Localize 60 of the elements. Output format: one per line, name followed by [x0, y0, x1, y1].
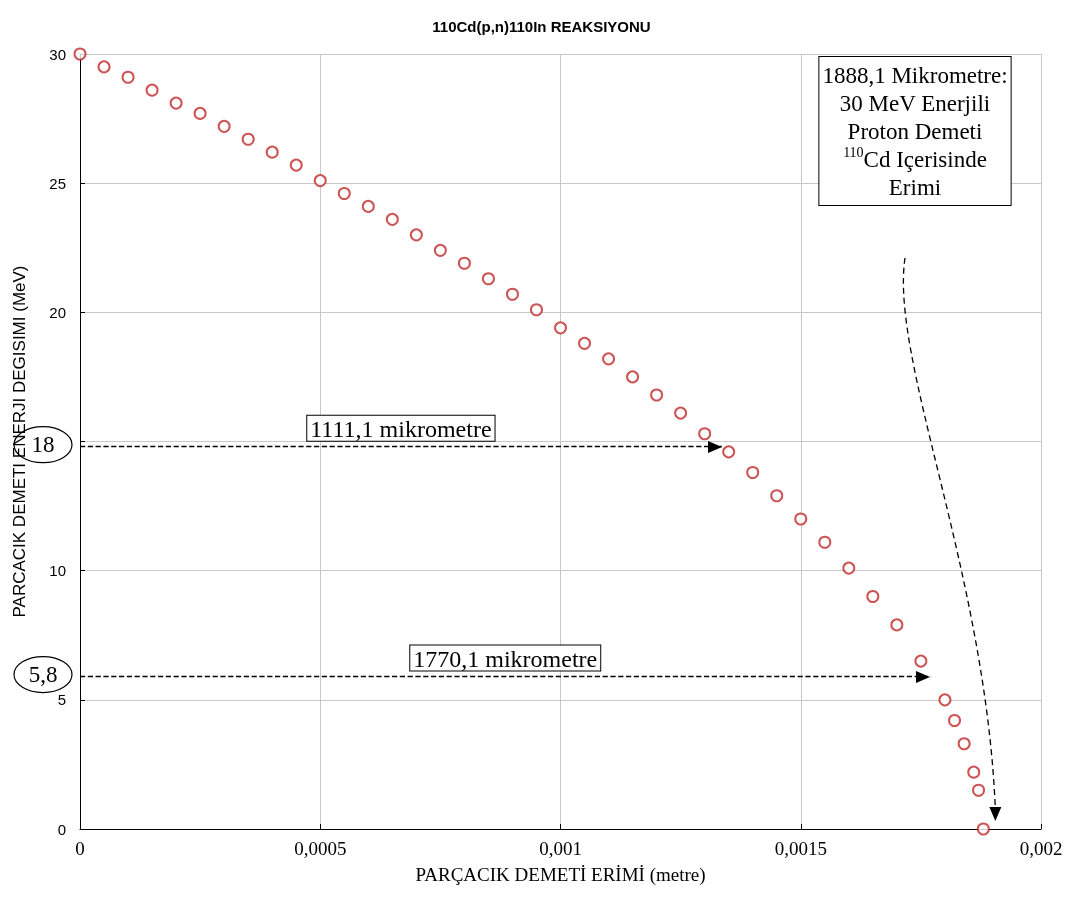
y-tick-label: 10	[49, 562, 66, 580]
point	[626, 370, 640, 384]
point	[217, 119, 231, 133]
point	[529, 303, 543, 317]
y-tick-label: 25	[49, 174, 66, 192]
point	[948, 714, 962, 727]
point	[265, 145, 279, 159]
point	[722, 445, 736, 459]
point	[914, 654, 928, 668]
point	[409, 228, 423, 242]
y-tick-label: 30	[49, 45, 66, 63]
x-tick-label: 0,0015	[774, 838, 827, 859]
text: 18	[31, 432, 55, 458]
point	[313, 174, 327, 188]
point	[121, 70, 135, 84]
point	[818, 535, 832, 549]
x-tick-label: 0	[75, 838, 85, 859]
ref-line-label: 1770,1 mikrometre	[413, 645, 598, 672]
x-tick-label: 0,002	[1019, 838, 1063, 859]
point	[241, 132, 255, 146]
point	[193, 106, 207, 120]
point	[361, 199, 375, 213]
point	[967, 765, 981, 779]
point	[674, 406, 688, 420]
x-tick-label: 0,0005	[294, 838, 347, 859]
text: 5,8	[28, 662, 58, 688]
y-tick-label: 20	[49, 303, 66, 321]
y-tick-label: 5	[57, 691, 66, 709]
point	[337, 187, 351, 200]
point	[602, 352, 616, 366]
point	[746, 466, 760, 479]
point	[890, 618, 904, 632]
point	[650, 388, 664, 402]
point	[698, 427, 712, 441]
point	[972, 783, 986, 797]
chart-title: 110Cd(p,n)110In REAKSIYONU	[432, 18, 651, 35]
point	[976, 822, 990, 836]
point	[578, 336, 592, 350]
point	[794, 512, 808, 526]
point	[554, 321, 567, 335]
point	[169, 96, 183, 110]
point	[457, 256, 471, 270]
point	[481, 272, 495, 286]
x-tick-label: 0,001	[539, 838, 582, 859]
point	[770, 489, 784, 503]
point	[289, 158, 303, 172]
point	[145, 83, 159, 97]
point	[73, 47, 87, 61]
point	[842, 561, 856, 575]
point	[385, 212, 399, 226]
point	[866, 590, 880, 603]
point	[957, 737, 971, 751]
point	[97, 60, 111, 74]
y-tick-label: 0	[57, 820, 66, 838]
x-axis-title: PARÇACIK DEMETİ ERİMİ (metre)	[415, 864, 706, 886]
point	[938, 693, 952, 707]
ref-line-label: 1111,1 mikrometre	[310, 415, 492, 442]
point	[505, 287, 519, 301]
point	[433, 243, 447, 257]
y-axis-title: PARCACIK DEMETI ENERJI DEGISIMI (MeV)	[10, 265, 29, 618]
